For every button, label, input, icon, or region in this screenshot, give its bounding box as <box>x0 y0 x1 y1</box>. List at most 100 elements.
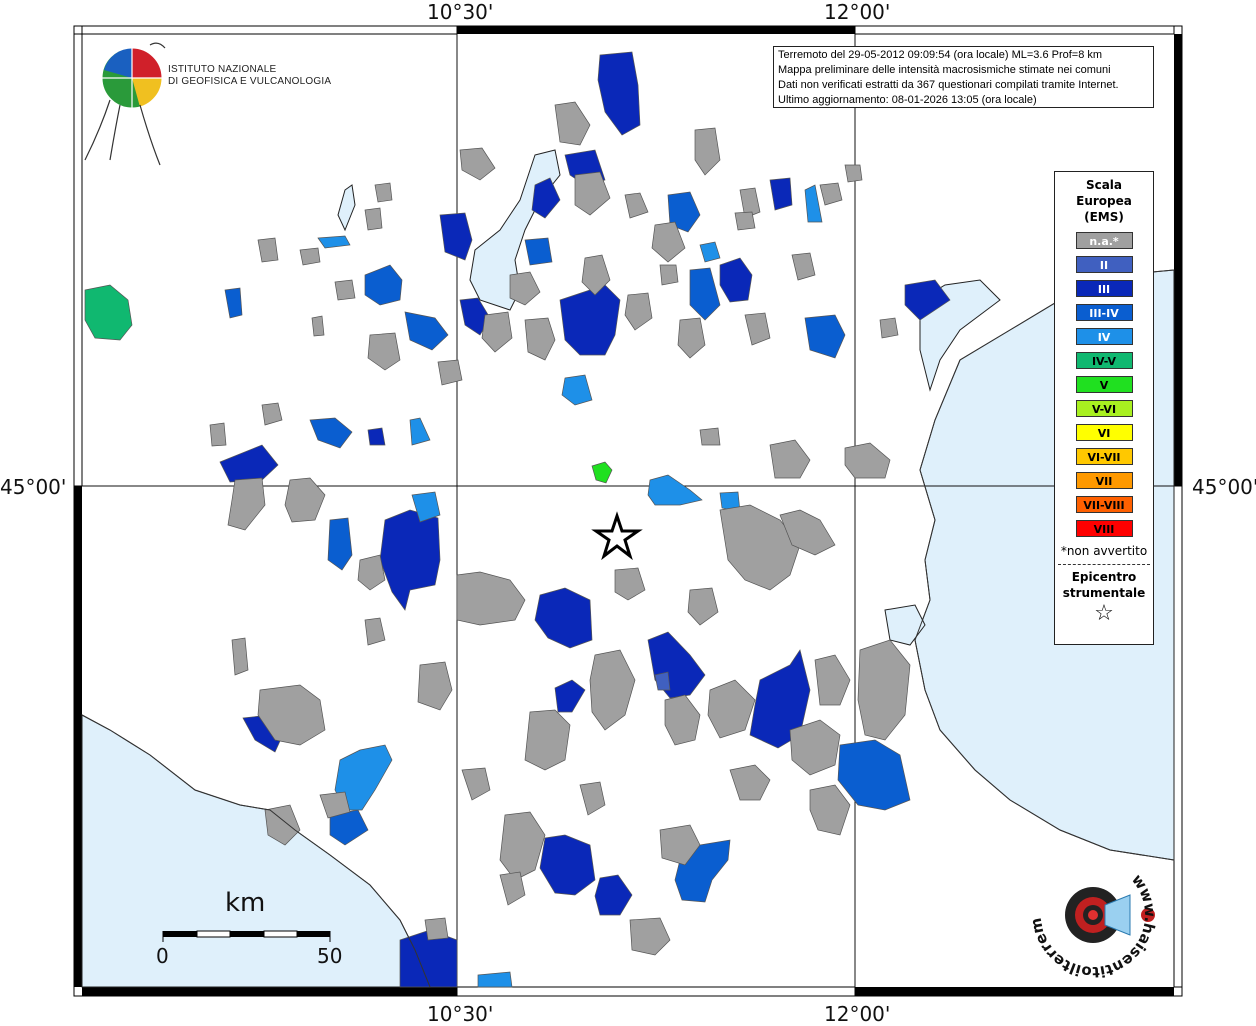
commune-na <box>739 187 761 219</box>
event-info-box: Terremoto del 29-05-2012 09:09:54 (ora l… <box>773 46 1154 108</box>
commune-na <box>524 709 571 771</box>
commune-na <box>357 554 386 591</box>
commune-na <box>779 509 836 556</box>
commune-na <box>374 182 393 203</box>
commune-iii <box>379 509 441 611</box>
commune-na <box>574 171 611 216</box>
commune-na <box>554 101 591 146</box>
scale-bar <box>162 930 331 942</box>
commune-na <box>524 317 556 361</box>
commune-iii <box>769 177 793 211</box>
legend-item: n.a.* <box>1075 232 1133 249</box>
commune-na <box>319 791 351 819</box>
commune-iii <box>554 679 586 713</box>
legend-epicenter-label: Epicentro strumentale <box>1062 570 1146 600</box>
commune-iii-iv <box>837 739 911 811</box>
commune-iv <box>804 184 823 223</box>
legend-star-icon: ☆ <box>1094 601 1114 626</box>
commune-na <box>629 917 671 956</box>
brand-logo-icon <box>1065 887 1155 943</box>
commune-na <box>231 637 249 676</box>
commune-na <box>687 587 719 626</box>
ingv-logo-line: di Geofisica e Vulcanologia <box>168 76 332 87</box>
ingv-logo-icon <box>84 42 166 166</box>
commune-ii <box>654 671 671 691</box>
commune-iii-iv <box>404 311 449 351</box>
legend-title: Scala Europea (EMS) <box>1076 178 1132 224</box>
commune-na <box>437 359 463 386</box>
commune-iii <box>399 929 458 988</box>
commune-na <box>844 442 891 479</box>
legend-item: VI-VII <box>1075 448 1133 465</box>
commune-na <box>284 477 326 523</box>
commune-na <box>424 917 449 941</box>
commune-na <box>257 684 326 746</box>
commune-na <box>334 279 356 301</box>
commune-v <box>591 461 613 484</box>
commune-iii-iv <box>689 267 721 321</box>
commune-iv <box>561 374 593 406</box>
coastlines <box>81 269 1175 988</box>
commune-na <box>209 422 227 447</box>
legend-separator <box>1058 564 1150 565</box>
commune-iv <box>477 971 513 988</box>
commune-na <box>499 811 546 881</box>
legend-item: V <box>1075 376 1133 393</box>
scale-unit: km <box>225 888 266 918</box>
commune-iii <box>647 631 706 699</box>
commune-na <box>694 127 721 176</box>
ingv-logo-line: Istituto Nazionale <box>168 64 277 75</box>
commune-iii <box>719 257 753 303</box>
commune-na <box>299 247 321 266</box>
legend-items: n.a.* II III III-IV IV IV-V V V-VI VI VI-VII VII VI… <box>1055 232 1153 537</box>
commune-na <box>744 312 771 346</box>
commune-iv <box>647 474 703 506</box>
commune-na <box>699 427 721 446</box>
legend-note: *non avvertito <box>1060 544 1148 558</box>
commune-iii <box>219 444 279 483</box>
legend-item: III <box>1075 280 1133 297</box>
commune-na <box>499 871 526 906</box>
commune-na <box>364 207 383 231</box>
legend-item: IV-V <box>1075 352 1133 369</box>
commune-na <box>651 221 686 263</box>
commune-iii-iv <box>524 237 553 266</box>
commune-iii-iv <box>329 809 369 846</box>
ingv-logo-text: Istituto Nazionale di Geofisica e Vulcan… <box>168 64 331 88</box>
sea-areas <box>81 149 1175 988</box>
commune-na <box>857 639 911 741</box>
legend-item: IV <box>1075 328 1133 345</box>
commune-na <box>456 571 526 626</box>
coord-top-left: 10°30' <box>427 0 494 24</box>
commune-na <box>789 719 841 776</box>
legend-item: III-IV <box>1075 304 1133 321</box>
commune-na <box>729 764 771 801</box>
commune-iii <box>539 834 596 896</box>
brand-text: www.haisentitoilterremoto.it <box>1023 845 1159 981</box>
commune-iii <box>904 279 951 321</box>
commune-na <box>227 477 266 531</box>
coord-bottom-left: 10°30' <box>427 1002 494 1026</box>
commune-iii <box>531 177 561 219</box>
commune-na <box>879 317 899 339</box>
commune-na <box>261 402 283 426</box>
commune-na <box>809 784 851 836</box>
commune-iii-iv <box>224 287 243 319</box>
commune-na <box>579 781 606 816</box>
commune-iii-iv <box>327 517 353 571</box>
commune-iii-iv <box>364 264 403 306</box>
commune-na <box>719 504 801 591</box>
commune-iii-iv <box>667 191 701 233</box>
commune-na <box>659 824 701 866</box>
commune-iii <box>534 587 593 649</box>
event-info-line: Terremoto del 29-05-2012 09:09:54 (ora l… <box>778 49 1103 61</box>
commune-na <box>367 332 401 371</box>
commune-na <box>311 315 325 337</box>
scale-start: 0 <box>156 944 169 968</box>
commune-na <box>581 254 611 296</box>
legend-item: II <box>1075 256 1133 273</box>
commune-iii-iv <box>309 417 353 449</box>
event-info-line: Dati non verificati estratti da 367 ques… <box>778 79 1119 91</box>
commune-na <box>364 617 386 646</box>
